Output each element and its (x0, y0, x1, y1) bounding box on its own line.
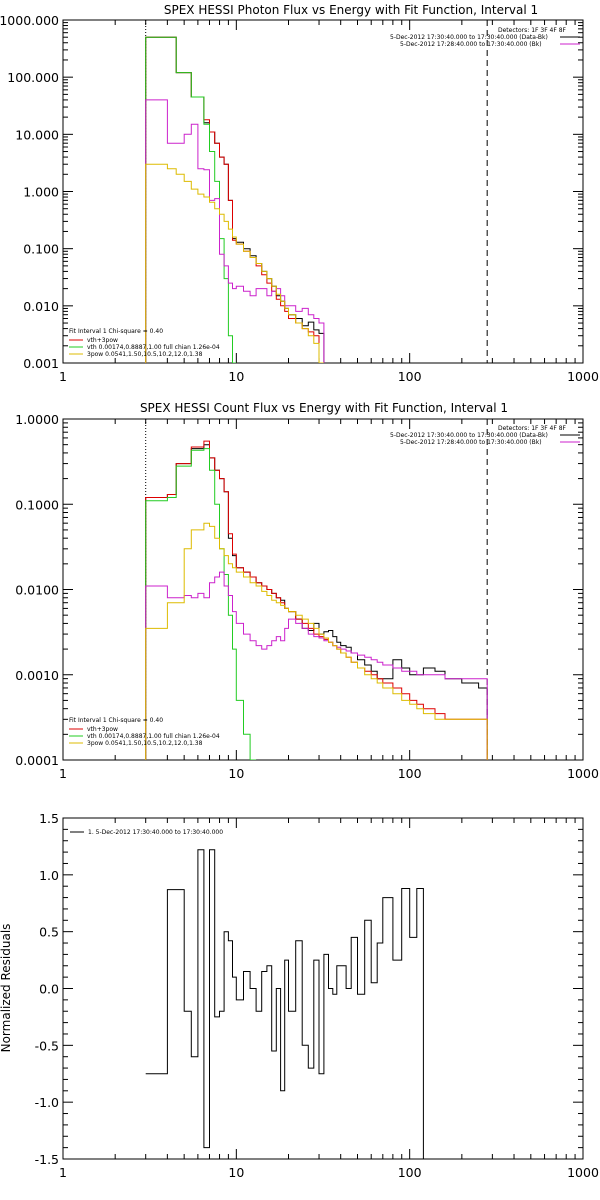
photon-flux-legend-line1: Fit Interval 1 Chi-square = 0.40 (69, 328, 163, 335)
y-tick-label: 0.100 (23, 242, 59, 257)
count-flux-legend-item3: 3pow 0.0541,1.50,10.5,10.2,12.0,1.38 (87, 740, 203, 747)
photon-flux-ticks: 1 10 100 1000 0.001 0.010 0.100 1.000 10.000 100.… (0, 13, 599, 384)
y-tick-label: 0.5 (39, 925, 59, 940)
photon-flux-legend-item2: vth 0.00174,0.8887,1.00 full chian 1.26e… (87, 344, 220, 351)
x-tick-label: 10 (228, 766, 244, 781)
x-tick-label: 1000 (567, 766, 599, 781)
residuals-legend-item1: 1. 5-Dec-2012 17:30:40.000 to 17:30:40.0… (88, 829, 223, 836)
y-tick-label: 10.000 (15, 127, 59, 142)
series-residuals (145, 849, 424, 1159)
count-flux-title: SPEX HESSI Count Flux vs Energy with Fit… (140, 401, 508, 415)
y-tick-label: 0.1000 (15, 497, 59, 512)
count-flux-header-line2: 5-Dec-2012 17:28:40.000 to 17:30:40.000 … (400, 439, 542, 446)
count-flux-detectors-text: Detectors: 1F 3F 4F 8F (498, 425, 567, 432)
y-tick-label: 100.000 (7, 70, 59, 85)
y-tick-label: 0.010 (23, 299, 59, 314)
y-tick-label: 0.0001 (15, 753, 59, 768)
series-nonthermal (145, 163, 324, 363)
photon-flux-header-line2: 5-Dec-2012 17:28:40.000 to 17:30:40.000 … (400, 41, 542, 48)
count-flux-legend-item1: vth+3pow (87, 726, 118, 733)
x-tick-label: 10 (228, 1165, 244, 1180)
y-tick-label: 0.001 (23, 356, 59, 371)
residuals-ticks: 1 10 100 1000 -1.5 -1.0 -0.5 0.0 0.5 1.0 1.5 (35, 811, 599, 1180)
photon-flux-title: SPEX HESSI Photon Flux vs Energy with Fi… (164, 3, 538, 17)
series-total (145, 440, 488, 760)
count-flux-legend-item2: vth 0.00174,0.8887,1.00 full chian 1.26e… (87, 733, 220, 740)
count-flux-ticks: 1 10 100 1000 0.0001 0.0010 0.0100 0.1000 1.0000 (15, 412, 599, 781)
y-tick-label: 0.0100 (15, 583, 59, 598)
y-tick-label: -1.5 (35, 1152, 59, 1167)
series-thermal (145, 36, 237, 363)
y-tick-label: 1.5 (39, 811, 59, 826)
photon-flux-plot-frame (62, 19, 584, 364)
x-tick-label: 1000 (567, 369, 599, 384)
photon-flux-header-line1: 5-Dec-2012 17:30:40.000 to 17:30:40.000 … (390, 34, 548, 41)
y-tick-label: 1000.000 (0, 13, 59, 28)
y-tick-label: 1.0 (39, 868, 59, 883)
y-tick-label: 0.0 (39, 982, 59, 997)
x-tick-label: 100 (398, 1165, 422, 1180)
count-flux-plot-frame (62, 418, 584, 761)
y-tick-label: -1.0 (35, 1095, 59, 1110)
series-bk (145, 571, 488, 760)
series-nonthermal (145, 522, 488, 760)
series-data (145, 36, 325, 363)
residuals-ylabel: Normalized Residuals (0, 924, 13, 1053)
photon-flux-detectors-text: Detectors: 1F 3F 4F 8F (498, 27, 567, 34)
residuals-panel: Normalized Residuals 1 10 100 1000 -1.5 -1.0 -… (0, 811, 599, 1180)
series-thermal (145, 448, 257, 760)
x-tick-label: 100 (398, 369, 422, 384)
y-tick-label: 0.0010 (15, 668, 59, 683)
photon-flux-legend-item3: 3pow 0.0541,1.50,10.5,10.2,12.0,1.38 (87, 351, 203, 358)
y-tick-label: -0.5 (35, 1038, 59, 1053)
residuals-lines (145, 849, 424, 1159)
count-flux-legend-line1: Fit Interval 1 Chi-square = 0.40 (69, 717, 163, 724)
photon-flux-legend-item1: vth+3pow (87, 337, 118, 344)
count-flux-panel: SPEX HESSI Count Flux vs Energy with Fit… (15, 401, 599, 781)
series-total (145, 36, 320, 363)
x-tick-label: 1 (59, 1165, 67, 1180)
photon-flux-panel: SPEX HESSI Photon Flux vs Energy with Fi… (0, 3, 599, 384)
x-tick-label: 10 (228, 369, 244, 384)
photon-flux-lines (145, 20, 488, 363)
x-tick-label: 1 (59, 369, 67, 384)
y-tick-label: 1.0000 (15, 412, 59, 427)
residuals-plot-frame (62, 817, 584, 1160)
x-tick-label: 1000 (567, 1165, 599, 1180)
x-tick-label: 1 (59, 766, 67, 781)
series-bk (145, 99, 325, 363)
count-flux-lines (145, 419, 488, 760)
series-data (145, 444, 488, 760)
count-flux-header-line1: 5-Dec-2012 17:30:40.000 to 17:30:40.000 … (390, 432, 548, 439)
x-tick-label: 100 (398, 766, 422, 781)
y-tick-label: 1.000 (23, 185, 59, 200)
